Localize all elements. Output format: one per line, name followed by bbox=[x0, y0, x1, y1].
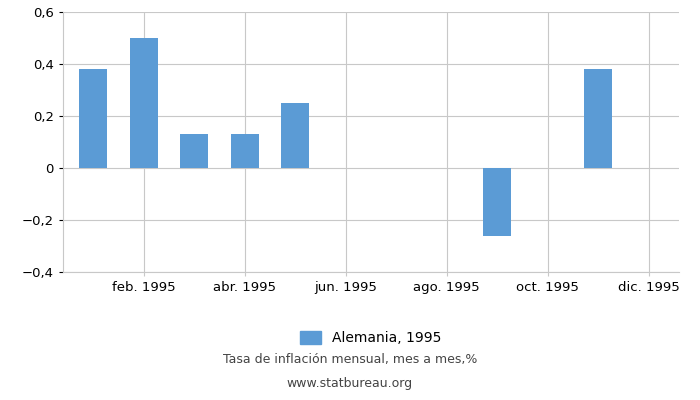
Bar bbox=[181, 134, 208, 168]
Bar bbox=[79, 69, 107, 168]
Bar bbox=[281, 103, 309, 168]
Bar bbox=[231, 134, 259, 168]
Text: Tasa de inflación mensual, mes a mes,%: Tasa de inflación mensual, mes a mes,% bbox=[223, 354, 477, 366]
Text: www.statbureau.org: www.statbureau.org bbox=[287, 378, 413, 390]
Bar bbox=[584, 69, 612, 168]
Bar bbox=[483, 168, 511, 236]
Legend: Alemania, 1995: Alemania, 1995 bbox=[295, 326, 447, 351]
Bar bbox=[130, 38, 158, 168]
